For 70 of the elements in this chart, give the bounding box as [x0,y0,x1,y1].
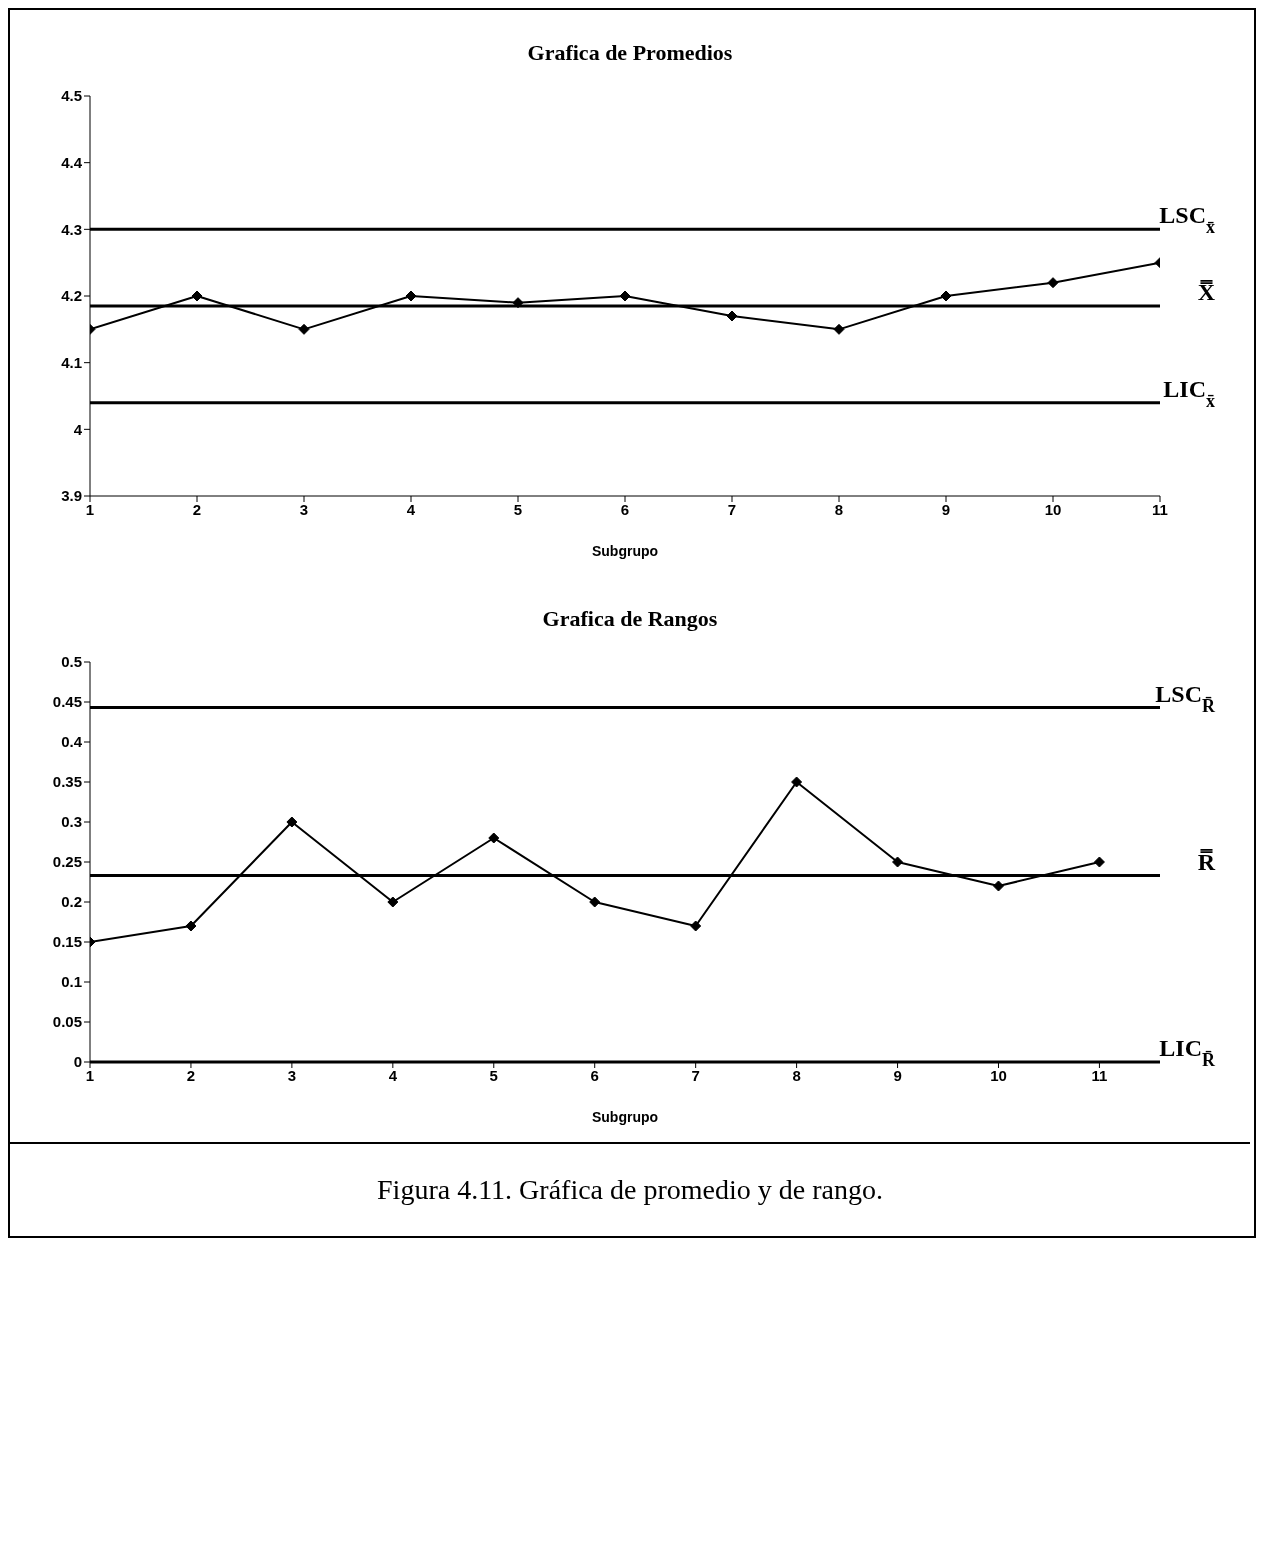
point [488,832,500,844]
chart-title: Grafica de Rangos [541,605,719,633]
y-tick-label: 3.9 [61,487,82,505]
y-tick-label: 0.3 [61,813,82,831]
ref-line-label: R̿ [1197,848,1216,875]
x-tick-label: 6 [620,500,630,518]
point [512,297,524,309]
y-tick-label: 0.45 [52,693,82,711]
point [1047,277,1059,289]
x-tick-label: 2 [192,500,202,518]
point [726,310,738,322]
chart-title: Grafica de Promedios [526,39,734,67]
x-tick-label: 6 [590,1066,599,1084]
x-tick-label: 5 [489,1066,498,1084]
point [298,323,310,335]
point [619,290,631,302]
y-tick-label: 4.3 [61,220,82,238]
point [387,896,399,908]
point [690,920,702,932]
y-tick-label: 0.4 [61,733,83,751]
y-tick-label: 4 [73,420,83,438]
ref-line-label: X̿ [1197,279,1216,305]
point [833,323,845,335]
y-tick-label: 4.1 [61,353,82,371]
y-tick-label: 0 [73,1053,82,1071]
x-tick-label: 11 [1152,500,1168,518]
x-tick-label: 4 [388,1066,398,1084]
point [191,290,203,302]
x-tick-label: 7 [727,500,737,518]
y-tick-label: 0.05 [52,1013,82,1031]
x-tick-label: 8 [834,500,844,518]
point [992,880,1004,892]
point [791,776,803,788]
x-tick-label: 8 [792,1066,801,1084]
y-tick-label: 0.15 [52,933,82,951]
y-tick-label: 0.25 [52,853,82,871]
x-tick-label: 1 [85,1066,95,1084]
y-tick-label: 0.5 [61,653,82,671]
x-tick-label: 10 [1044,500,1062,518]
x-tick-label: 10 [990,1066,1007,1084]
x-axis-title: Subgrupo [591,543,659,559]
point [589,896,601,908]
x-axis-title: Subgrupo [591,1109,659,1125]
text: Figura 4.11. Gráfica de promedio y de rango. [10,1142,1250,1236]
point [286,816,298,828]
ref-line-label: LSC$_{x̄}$ [1159,202,1215,238]
x-tick-label: 3 [299,500,309,518]
y-tick-label: 0.35 [52,773,82,791]
x-tick-label: 3 [287,1066,297,1084]
point [1093,856,1105,868]
point [185,920,197,932]
x-tick-label: 1 [85,500,95,518]
ref-line-label: LSC$_{R̄}$ [1155,680,1216,716]
x-tick-label: 9 [893,1066,902,1084]
y-tick-label: 0.2 [61,893,82,911]
x-tick-label: 7 [691,1066,700,1084]
y-tick-label: 4.5 [61,87,82,105]
x-tick-label: 9 [941,500,951,518]
y-tick-label: 0.1 [61,973,82,991]
x-tick-label: 2 [186,1066,196,1084]
point [940,290,952,302]
ref-line-label: LIC$_{x̄}$ [1163,375,1215,411]
x-tick-label: 4 [406,500,416,518]
y-tick-label: 4.4 [61,153,83,171]
x-tick-label: 11 [1091,1066,1108,1084]
ref-line-label: LIC$_{R̄}$ [1159,1035,1216,1070]
point [892,856,904,868]
y-tick-label: 4.2 [61,287,82,305]
x-tick-label: 5 [513,500,523,518]
point [405,290,417,302]
